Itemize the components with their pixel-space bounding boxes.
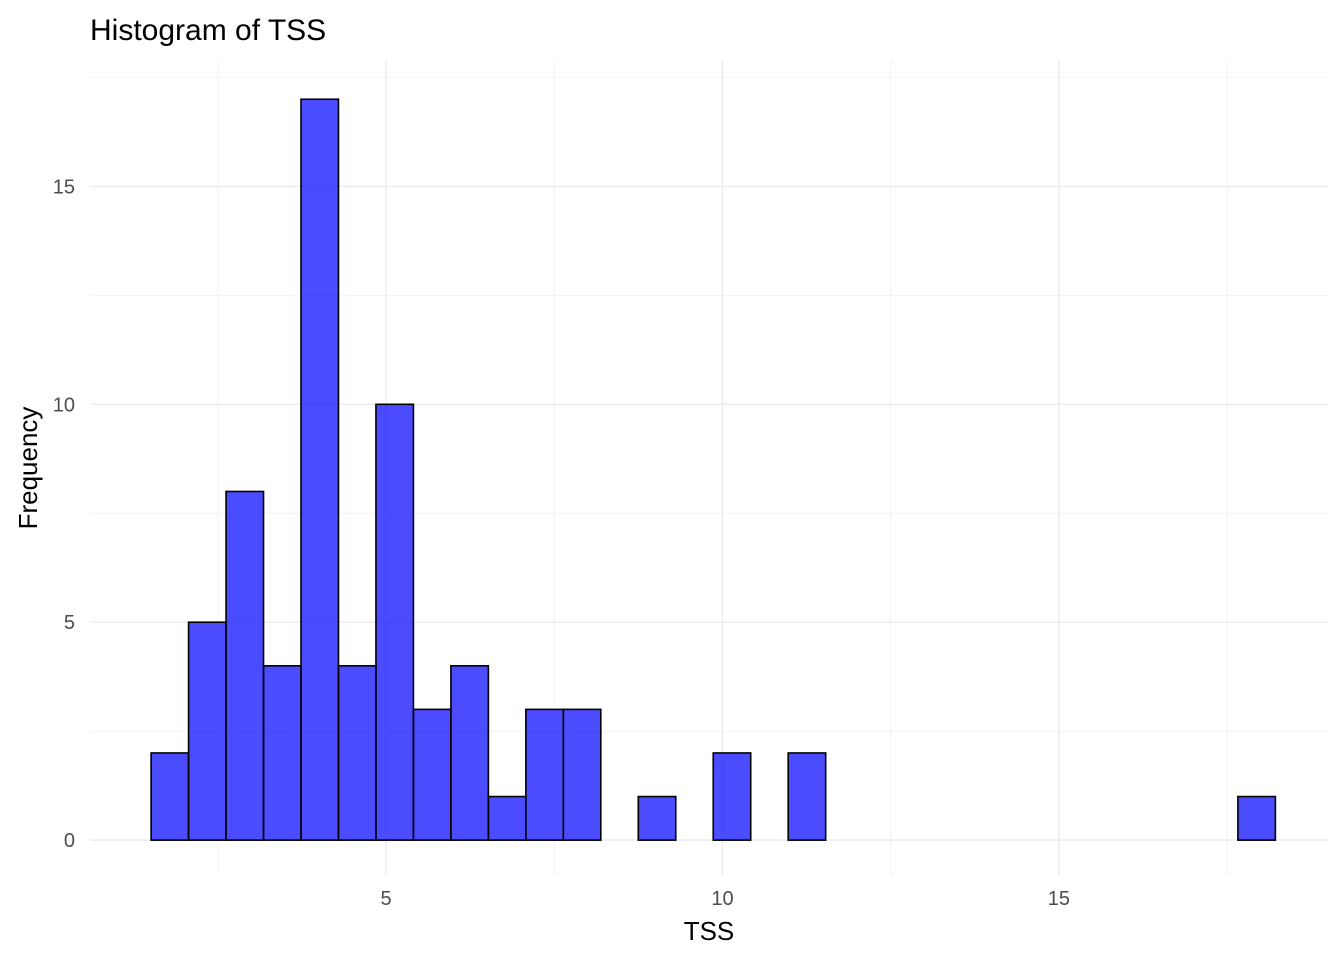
histogram-bar [712,752,752,841]
y-tick-label: 15 [53,176,75,198]
y-tick-label: 0 [64,830,75,852]
histogram-bar [262,665,302,841]
y-tick-label: 5 [64,612,75,634]
histogram-bar [337,665,377,841]
y-tick-label: 10 [53,394,75,416]
histogram-bar [300,98,340,841]
histogram-bar [187,621,227,841]
x-axis-title: TSS [684,916,735,946]
chart-title: Histogram of TSS [90,14,326,47]
histogram-bar [412,708,452,841]
histogram-bar [525,708,565,841]
tick-labels: 5 10 15 0 5 10 15 [53,176,1070,910]
bars [150,98,1277,841]
histogram-bar [562,708,602,841]
histogram-bar [450,665,490,841]
histogram-bar [225,490,265,841]
histogram-bar [150,752,190,841]
histogram-bar [487,795,527,841]
histogram-bar [1237,795,1277,841]
histogram-bar [637,795,677,841]
x-tick-label: 5 [380,888,391,910]
histogram-bar [787,752,827,841]
x-tick-label: 10 [711,888,733,910]
y-axis-title: Frequency [13,407,43,530]
x-tick-label: 15 [1048,888,1070,910]
grid [90,60,1328,875]
histogram-bar [375,403,415,841]
